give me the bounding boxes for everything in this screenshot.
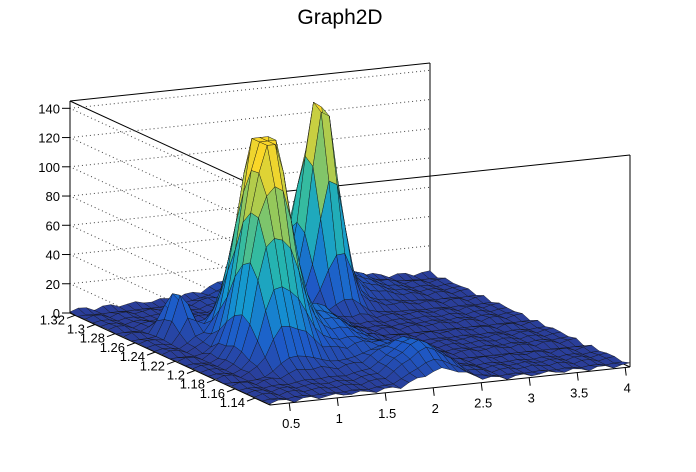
y-tick-label: 1.28 — [80, 331, 105, 346]
x-tick — [288, 402, 291, 412]
x-tick — [432, 387, 435, 396]
z-tick-label: 80 — [46, 189, 60, 204]
x-tick-label: 2 — [432, 401, 439, 416]
x-tick — [576, 372, 579, 381]
frame-front — [269, 366, 631, 406]
x-tick — [528, 377, 531, 386]
x-tick — [480, 382, 483, 391]
surface-cell — [614, 361, 631, 365]
x-tick-label: 1.5 — [378, 406, 396, 421]
y-tick-label: 1.14 — [220, 395, 245, 410]
y-tick — [106, 333, 116, 338]
y-tick-label: 1.18 — [180, 377, 205, 392]
back-top-edge — [69, 62, 431, 102]
y-tick-label: 1.3 — [67, 322, 85, 337]
z-grid-side — [69, 107, 271, 201]
y-tick — [146, 351, 156, 356]
x-tick — [384, 392, 387, 401]
x-tick-label: 1 — [336, 411, 343, 426]
y-tick-label: 1.26 — [100, 340, 125, 355]
z-tick-label: 40 — [46, 248, 60, 263]
z-tick-label: 140 — [38, 101, 60, 116]
y-tick-label: 1.24 — [120, 349, 145, 364]
front-bottom-edge — [269, 366, 631, 406]
z-grid-back — [69, 99, 431, 139]
x-tick-label: 3.5 — [570, 386, 588, 401]
y-tick — [246, 397, 256, 402]
x-tick-label: 3 — [528, 391, 535, 406]
z-grid-side — [69, 137, 271, 231]
x-tick — [624, 367, 627, 376]
chart-title: Graph2D — [297, 6, 382, 29]
z-tick-label: 100 — [38, 160, 60, 175]
side-top-edge — [69, 100, 271, 194]
x-tick-label: 0.5 — [282, 416, 300, 431]
y-tick — [206, 379, 216, 384]
z-grid-back — [69, 69, 431, 109]
x-tick — [336, 397, 339, 406]
z-tick-label: 20 — [46, 277, 60, 292]
y-tick-label: 1.16 — [200, 386, 225, 401]
z-tick-label: 120 — [38, 131, 60, 146]
y-tick — [126, 342, 136, 347]
y-tick-label: 1.2 — [167, 368, 185, 383]
y-tick-label: 1.32 — [40, 312, 65, 327]
y-tick — [186, 370, 196, 374]
y-tick-label: 1.22 — [140, 358, 165, 373]
y-tick — [66, 314, 76, 319]
y-tick — [86, 324, 96, 328]
y-tick — [226, 388, 236, 393]
z-tick-label: 0 — [53, 306, 60, 321]
surface-mesh — [69, 101, 631, 405]
z-tick-label: 60 — [46, 218, 60, 233]
x-tick-label: 2.5 — [474, 396, 492, 411]
axes: 0.5 1 1.5 2 2.5 3 3.5 41.141.161.181.21.221.241… — [38, 101, 631, 431]
x-tick-label: 4 — [624, 381, 631, 396]
y-tick — [166, 360, 176, 365]
